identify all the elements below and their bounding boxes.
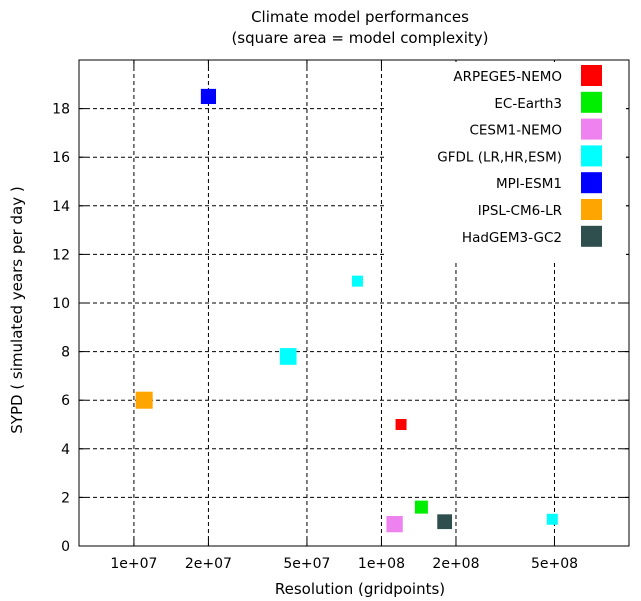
y-tick-label: 18 (52, 102, 70, 118)
legend-label: GFDL (LR,HR,ESM) (437, 149, 562, 165)
legend-label: HadGEM3-GC2 (462, 230, 562, 246)
legend-label: MPI-ESM1 (496, 176, 562, 192)
legend-swatch (581, 92, 602, 113)
y-tick-label: 4 (61, 442, 70, 458)
chart-subtitle: (square area = model complexity) (231, 29, 488, 47)
y-axis-label: SYPD ( simulated years per day ) (8, 186, 26, 433)
data-point-arpege5-nemo-0 (396, 419, 407, 430)
y-tick-label: 8 (61, 345, 70, 361)
legend: ARPEGE5-NEMO EC-Earth3 CESM1-NEMO GFDL (LR,… (386, 62, 626, 260)
data-point-hadgem3-gc2-0 (437, 514, 452, 529)
data-point-cesm1-nemo-0 (386, 516, 402, 532)
legend-swatch (581, 119, 602, 140)
x-tick-label: 1e+08 (358, 556, 405, 572)
legend-label: ARPEGE5-NEMO (453, 69, 562, 85)
y-tick-label: 0 (61, 539, 70, 555)
y-tick-label: 16 (52, 150, 70, 166)
legend-swatch (581, 199, 602, 220)
data-point-ec-earth3-0 (415, 501, 428, 514)
x-tick-label: 2e+08 (432, 556, 479, 572)
legend-swatch (581, 145, 602, 166)
y-tick-label: 6 (61, 393, 70, 409)
x-tick-label: 5e+07 (283, 556, 330, 572)
x-axis-label: Resolution (gridpoints) (275, 580, 445, 598)
legend-label: CESM1-NEMO (469, 123, 562, 139)
chart-title: Climate model performances (251, 8, 469, 26)
data-point-gfdl-lr-hr-esm-0 (352, 276, 363, 287)
y-tick-label: 12 (52, 247, 70, 263)
data-point-gfdl-lr-hr-esm-2 (547, 514, 558, 525)
x-tick-label: 2e+07 (185, 556, 232, 572)
y-tick-label: 10 (52, 296, 70, 312)
y-tick-label: 14 (52, 199, 70, 215)
y-tick-label: 2 (61, 490, 70, 506)
legend-swatch (581, 226, 602, 247)
data-point-gfdl-lr-hr-esm-1 (280, 348, 297, 365)
legend-swatch (581, 65, 602, 86)
legend-label: EC-Earth3 (494, 96, 562, 112)
x-tick-label: 1e+07 (110, 556, 157, 572)
data-point-mpi-esm1-0 (201, 89, 216, 104)
x-tick-label: 5e+08 (531, 556, 578, 572)
data-point-ipsl-cm6-lr-0 (136, 392, 153, 409)
legend-swatch (581, 172, 602, 193)
legend-label: IPSL-CM6-LR (478, 203, 562, 219)
